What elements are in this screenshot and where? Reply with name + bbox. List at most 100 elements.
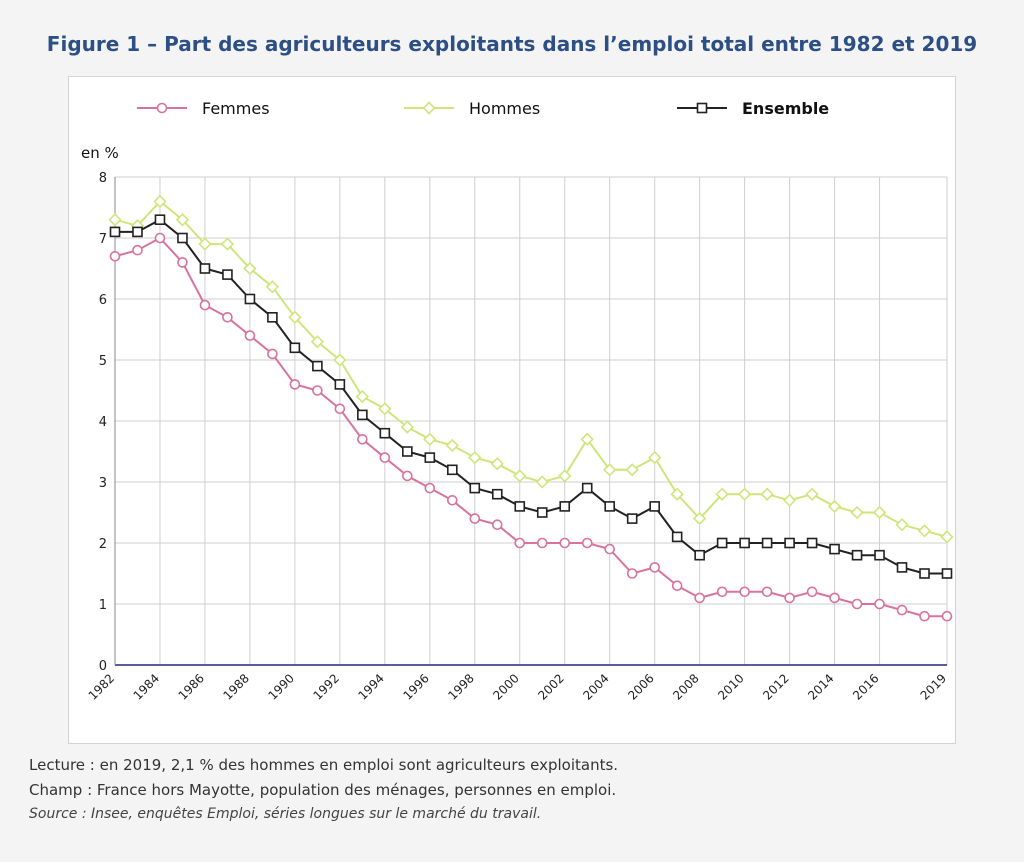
data-point-ensemble xyxy=(851,549,863,561)
legend-marker xyxy=(696,102,708,114)
data-point-hommes xyxy=(333,353,347,367)
legend-marker xyxy=(422,101,436,115)
data-point-hommes xyxy=(445,438,459,453)
data-point-ensemble xyxy=(581,482,593,494)
chart-panel: 0 1 2 3 4 5 6 7 8 1982 1984 1986 1988 1990 1992 1994 199… xyxy=(68,76,956,744)
notes: Lecture : en 2019, 2,1 % des hommes en e… xyxy=(29,756,618,829)
axes: 0 1 2 3 4 5 6 7 8 1982 1984 1986 1988 1990 1992 1994 199… xyxy=(81,144,949,703)
data-point-femmes xyxy=(244,330,256,341)
data-point-hommes xyxy=(648,450,662,465)
x-tick-label: 2006 xyxy=(625,671,656,702)
data-point-ensemble xyxy=(109,226,121,238)
data-point-hommes xyxy=(827,499,842,514)
data-point-femmes xyxy=(919,610,930,622)
data-point-femmes xyxy=(514,537,526,549)
data-point-hommes xyxy=(265,280,280,294)
x-tick-label: 1988 xyxy=(221,671,252,702)
data-point-hommes xyxy=(872,505,887,520)
data-point-ensemble xyxy=(469,482,481,494)
series-hommes xyxy=(108,194,954,544)
data-point-ensemble xyxy=(626,513,638,524)
data-point-femmes xyxy=(626,568,638,579)
x-tick-label: 1994 xyxy=(355,671,386,702)
data-point-ensemble xyxy=(267,312,278,323)
data-point-hommes xyxy=(108,213,122,227)
series-line-femmes xyxy=(114,236,947,618)
data-point-ensemble xyxy=(491,488,503,500)
data-point-femmes xyxy=(199,299,211,311)
data-point-ensemble xyxy=(604,501,616,512)
legend: Femmes Hommes Ensemble xyxy=(137,99,829,118)
x-tick-label: 2004 xyxy=(580,671,611,702)
y-tick-label: 5 xyxy=(99,354,107,369)
data-point-femmes xyxy=(649,562,660,573)
series-femmes xyxy=(109,232,953,622)
x-tick-label: 2008 xyxy=(670,671,701,702)
data-point-ensemble xyxy=(334,379,346,390)
y-tick-label: 6 xyxy=(99,293,107,308)
series-line-ensemble xyxy=(115,218,947,575)
data-point-femmes xyxy=(154,232,166,244)
legend-label: Ensemble xyxy=(742,99,829,118)
data-point-ensemble xyxy=(289,342,301,354)
data-point-femmes xyxy=(334,403,346,415)
data-point-hommes xyxy=(603,463,617,477)
data-point-femmes xyxy=(581,537,593,549)
data-point-femmes xyxy=(806,586,818,598)
data-point-hommes xyxy=(895,518,909,532)
data-point-femmes xyxy=(896,604,908,616)
y-axis-label: en % xyxy=(81,144,119,162)
legend-label: Femmes xyxy=(202,99,270,118)
series-ensemble xyxy=(109,214,953,579)
data-point-femmes xyxy=(716,586,728,598)
data-point-hommes xyxy=(805,487,819,501)
data-point-femmes xyxy=(761,586,773,598)
data-point-hommes xyxy=(715,487,729,501)
data-point-hommes xyxy=(355,389,369,404)
data-point-femmes xyxy=(536,537,548,549)
x-tick-label: 2019 xyxy=(918,671,949,702)
data-point-hommes xyxy=(400,420,414,434)
data-point-femmes xyxy=(559,537,571,549)
data-point-hommes xyxy=(917,524,932,538)
x-tick-label: 2002 xyxy=(535,671,566,702)
y-tick-label: 1 xyxy=(99,598,107,613)
data-point-hommes xyxy=(423,432,437,446)
grid xyxy=(114,176,948,666)
data-point-ensemble xyxy=(222,269,233,280)
data-point-femmes xyxy=(267,348,278,360)
data-point-ensemble xyxy=(806,537,818,549)
data-point-hommes xyxy=(243,261,257,276)
data-point-ensemble xyxy=(402,446,413,457)
y-tick-label: 0 xyxy=(99,659,107,674)
data-point-hommes xyxy=(468,450,482,465)
data-point-hommes xyxy=(670,487,684,501)
data-point-femmes xyxy=(109,251,121,262)
data-point-hommes xyxy=(288,310,302,324)
data-point-hommes xyxy=(513,469,527,483)
data-point-femmes xyxy=(222,312,233,323)
data-point-ensemble xyxy=(357,409,368,421)
legend-item-ensemble: Ensemble xyxy=(677,99,829,118)
data-point-femmes xyxy=(784,592,795,604)
data-point-femmes xyxy=(177,257,188,268)
data-point-ensemble xyxy=(761,537,773,549)
data-point-hommes xyxy=(850,505,864,520)
y-tick-label: 8 xyxy=(99,171,107,186)
data-point-hommes xyxy=(693,511,707,526)
line-chart: 0 1 2 3 4 5 6 7 8 1982 1984 1986 1988 1990 1992 1994 199… xyxy=(81,99,954,703)
legend-item-femmes: Femmes xyxy=(137,99,270,118)
figure-title: Figure 1 – Part des agriculteurs exploit… xyxy=(46,32,978,56)
data-point-femmes xyxy=(424,482,436,494)
data-point-hommes xyxy=(940,530,954,544)
data-point-hommes xyxy=(175,213,190,227)
data-point-hommes xyxy=(558,469,572,483)
reading-note: Lecture : en 2019, 2,1 % des hommes en e… xyxy=(29,756,619,774)
data-point-femmes xyxy=(446,494,458,506)
series xyxy=(108,194,954,622)
y-tick-label: 4 xyxy=(99,415,107,430)
data-point-hommes xyxy=(153,194,167,209)
x-tick-label: 2016 xyxy=(850,671,881,702)
data-point-ensemble xyxy=(446,464,458,476)
legend-marker xyxy=(156,102,168,114)
